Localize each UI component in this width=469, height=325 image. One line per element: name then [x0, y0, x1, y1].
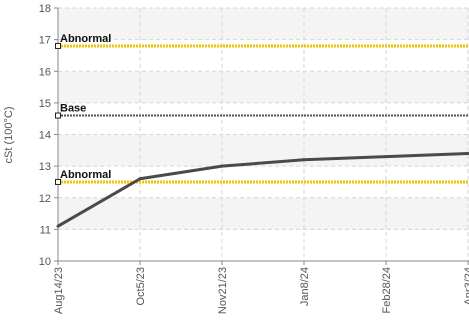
x-tick-label: Oct5/23	[135, 267, 147, 306]
y-tick-label: 14	[39, 130, 51, 142]
x-tick-labels: Aug14/23 Oct5/23 Nov21/23 Jan8/24 Feb28/24 Ap…	[53, 267, 469, 314]
series-line	[57, 151, 469, 228]
plot-band	[58, 71, 469, 103]
x-tick-label: Feb28/24	[381, 267, 393, 313]
data-point	[302, 158, 306, 162]
y-axis-label: cSt (100°C)	[3, 107, 15, 164]
y-tick-label: 18	[39, 3, 51, 15]
y-tick-label: 10	[39, 256, 51, 268]
plot-band	[58, 8, 469, 40]
axes	[54, 7, 469, 265]
y-tick-label: 16	[39, 66, 51, 78]
reference-marker	[55, 178, 61, 185]
data-point	[220, 164, 224, 168]
x-tick-label: Aug14/23	[53, 267, 65, 314]
reference-label: Base	[60, 103, 86, 115]
data-point	[466, 151, 469, 155]
reference-marker	[55, 112, 61, 119]
data-point	[138, 177, 142, 181]
plot-band	[58, 102, 469, 135]
plot-band	[58, 39, 469, 72]
y-tick-label: 13	[39, 161, 51, 173]
y-tick-label: 17	[39, 35, 51, 47]
y-tick-labels: 10 11 12 13 14 15 16 17 18	[39, 3, 51, 268]
y-tick-label: 15	[39, 98, 51, 110]
plot-band	[58, 229, 469, 261]
x-tick-label: Jan8/24	[299, 267, 311, 306]
data-point	[56, 224, 60, 228]
data-point	[384, 155, 388, 159]
x-tick-label: Apr3/24	[463, 267, 469, 306]
reference-label: Abnormal	[60, 169, 111, 181]
reference-lines: Abnormal Base Abnormal	[55, 33, 469, 185]
plot-bands	[58, 8, 469, 261]
plot-band	[58, 197, 469, 230]
reference-label: Abnormal	[60, 33, 111, 45]
series-layer	[56, 151, 469, 228]
x-tick-label: Nov21/23	[217, 267, 229, 314]
y-tick-label: 11	[40, 224, 51, 236]
reference-marker	[55, 42, 61, 49]
plot-band	[58, 134, 469, 167]
y-tick-label: 12	[39, 193, 51, 205]
